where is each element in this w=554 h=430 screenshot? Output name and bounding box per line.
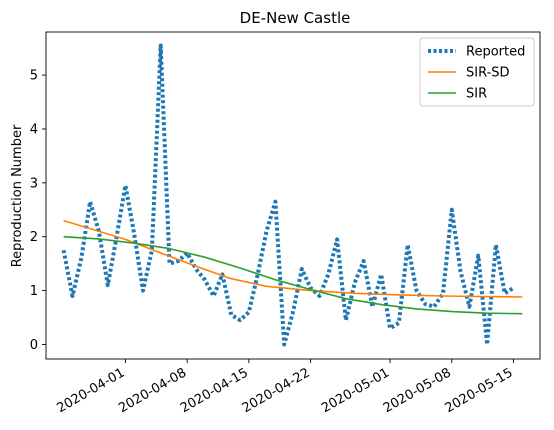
axes-frame [45, 31, 541, 360]
legend-label: Reported [466, 45, 525, 60]
y-tick-label: 3 [30, 176, 38, 191]
series-layer [61, 43, 523, 347]
x-tick-label: 2020-05-08 [381, 365, 454, 416]
series-line-sir [63, 235, 523, 315]
y-tick-label: 0 [30, 338, 38, 353]
y-tick-label: 5 [30, 69, 38, 84]
legend: Reported SIR-SD SIR [419, 37, 535, 107]
x-tick-label: 2020-05-15 [443, 365, 516, 416]
series-line-reported [61, 43, 515, 347]
x-tick-label: 2020-04-15 [178, 365, 251, 416]
y-tick-label: 1 [30, 284, 38, 299]
x-tick-label: 2020-05-01 [319, 365, 392, 416]
legend-box [419, 37, 535, 107]
x-tick-label: 2020-04-08 [116, 365, 189, 416]
series-line-sir-sd [63, 219, 523, 298]
y-axis-label: Reproduction Number [10, 124, 25, 267]
x-tick-label: 2020-04-01 [54, 365, 127, 416]
legend-label: SIR [466, 87, 487, 102]
y-tick-label: 2 [30, 230, 38, 245]
legend-label: SIR-SD [466, 66, 510, 81]
x-tick-label: 2020-04-22 [240, 365, 313, 416]
y-tick-label: 4 [30, 122, 38, 137]
chart-title: DE-New Castle [240, 9, 351, 27]
